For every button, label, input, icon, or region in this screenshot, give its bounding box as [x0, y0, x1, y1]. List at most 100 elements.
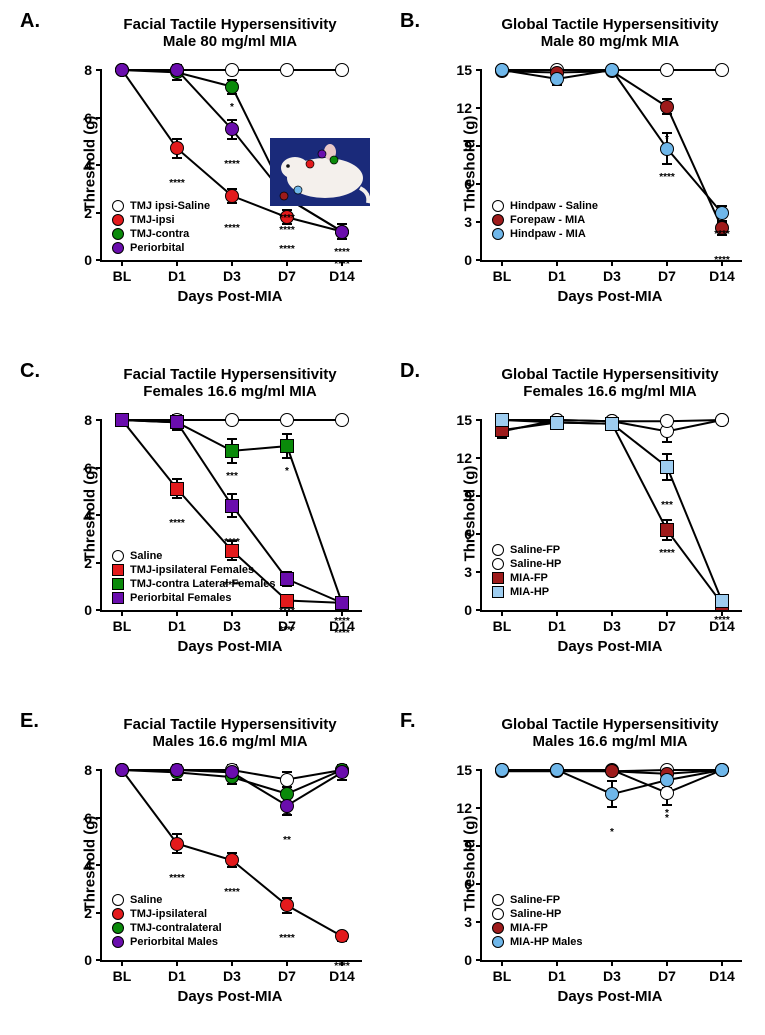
marker-TMJ-ipsi-Saline [225, 63, 239, 77]
marker-Hindpaw---MIA [495, 63, 509, 77]
ytick-label: 0 [84, 602, 102, 618]
marker-Periorbital-Females [170, 415, 184, 429]
xtick-label: BL [113, 610, 132, 634]
legend-row: Saline [112, 550, 276, 562]
legend-label: TMJ-contra Lateral Females [130, 578, 276, 590]
ytick-label: 0 [464, 602, 482, 618]
xtick-label: D7 [278, 960, 296, 984]
xtick-label: D3 [223, 610, 241, 634]
significance: **** [714, 615, 730, 626]
xtick-label: D7 [278, 260, 296, 284]
marker-Periorbital [115, 63, 129, 77]
marker-TMJ-ipsi [170, 141, 184, 155]
panel-F: F.Global Tactile HypersensitivityMales 1… [400, 710, 760, 1020]
panel-label-C: C. [20, 360, 40, 383]
significance: **** [714, 255, 730, 266]
ytick-label: 0 [84, 952, 102, 968]
legend-row: MIA-HP [492, 586, 561, 598]
significance: * [665, 134, 669, 145]
legend-row: TMJ-ipsilateral [112, 908, 222, 920]
panel-title-A: Facial Tactile HypersensitivityMale 80 m… [80, 16, 380, 51]
xlabel-A: Days Post-MIA [100, 288, 360, 305]
xtick-label: D3 [603, 260, 621, 284]
panel-B: B.Global Tactile HypersensitivityMale 80… [400, 10, 760, 320]
xtick-label: BL [493, 260, 512, 284]
legend-swatch [492, 922, 504, 934]
marker-Periorbital [170, 63, 184, 77]
legend-label: Forepaw - MIA [510, 214, 585, 226]
significance: ** [283, 811, 291, 822]
significance: **** [334, 616, 350, 627]
significance: **** [279, 606, 295, 617]
xtick-label: D1 [168, 610, 186, 634]
marker-Periorbital-Females [225, 499, 239, 513]
significance: **** [224, 223, 240, 234]
legend-A: TMJ ipsi-Saline TMJ-ipsi TMJ-contra Periorb… [112, 200, 210, 254]
significance: **** [224, 159, 240, 170]
legend-swatch [492, 228, 504, 240]
legend-label: Periorbital Males [130, 936, 218, 948]
significance: **** [334, 247, 350, 258]
legend-row: Hindpaw - Saline [492, 200, 598, 212]
ytick-label: 8 [84, 762, 102, 778]
xtick-label: D3 [603, 960, 621, 984]
legend-swatch [112, 200, 124, 212]
plot-A: 02468BLD1D3D7D14************************… [100, 70, 362, 262]
panel-label-A: A. [20, 10, 40, 33]
significance: **** [334, 961, 350, 972]
plot-F: 03691215BLD1D3D7D14***Saline-FPSaline-HP… [480, 770, 742, 962]
ytick-label: 8 [84, 412, 102, 428]
marker-Hindpaw---Saline [715, 63, 729, 77]
marker-MIA-HP-Males [605, 787, 619, 801]
legend-label: Saline [130, 550, 162, 562]
xlabel-F: Days Post-MIA [480, 988, 740, 1005]
marker-Hindpaw---MIA [715, 206, 729, 220]
marker-MIA-FP [605, 764, 619, 778]
marker-Hindpaw---Saline [660, 63, 674, 77]
plot-C: 02468BLD1D3D7D14************************… [100, 420, 362, 612]
legend-D: Saline-FPSaline-HPMIA-FPMIA-HP [492, 544, 561, 598]
xtick-label: D7 [658, 960, 676, 984]
marker-TMJ-ipsi [225, 189, 239, 203]
legend-label: Periorbital Females [130, 592, 232, 604]
legend-label: TMJ-ipsilateral [130, 908, 207, 920]
xtick-label: BL [113, 260, 132, 284]
xtick-label: D1 [548, 610, 566, 634]
legend-F: Saline-FPSaline-HPMIA-FPMIA-HP Males [492, 894, 583, 948]
xtick-label: D3 [223, 960, 241, 984]
legend-row: MIA-FP [492, 572, 561, 584]
legend-label: TMJ-ipsi [130, 214, 175, 226]
legend-row: TMJ ipsi-Saline [112, 200, 210, 212]
significance: *** [226, 471, 238, 482]
legend-row: TMJ-contralateral [112, 922, 222, 934]
xtick-label: BL [493, 960, 512, 984]
significance: ** [283, 835, 291, 846]
panel-title-E: Facial Tactile HypersensitivityMales 16.… [80, 716, 380, 751]
ylabel-C: Threshold (g) [82, 454, 99, 574]
xtick-label: D1 [548, 260, 566, 284]
legend-label: MIA-FP [510, 922, 548, 934]
legend-label: TMJ ipsi-Saline [130, 200, 210, 212]
legend-label: Saline [130, 894, 162, 906]
xlabel-E: Days Post-MIA [100, 988, 360, 1005]
legend-row: TMJ-contra [112, 228, 210, 240]
marker-Forepaw---MIA [660, 100, 674, 114]
ylabel-F: Threshold (g) [462, 804, 479, 924]
xtick-label: D7 [658, 610, 676, 634]
panel-label-B: B. [400, 10, 420, 33]
marker-Periorbital-Males [115, 763, 129, 777]
legend-row: Periorbital [112, 242, 210, 254]
marker-MIA-HP [495, 413, 509, 427]
significance: **** [169, 873, 185, 884]
significance: **** [169, 518, 185, 529]
marker-Periorbital-Females [115, 413, 129, 427]
marker-Periorbital [225, 122, 239, 136]
marker-MIA-HP-Males [660, 773, 674, 787]
xlabel-C: Days Post-MIA [100, 638, 360, 655]
legend-row: Saline-HP [492, 908, 583, 920]
legend-swatch [112, 908, 124, 920]
panel-D: D.Global Tactile HypersensitivityFemales… [400, 360, 760, 670]
legend-row: MIA-FP [492, 922, 583, 934]
panel-title-D: Global Tactile HypersensitivityFemales 1… [460, 366, 760, 401]
significance: **** [659, 548, 675, 559]
